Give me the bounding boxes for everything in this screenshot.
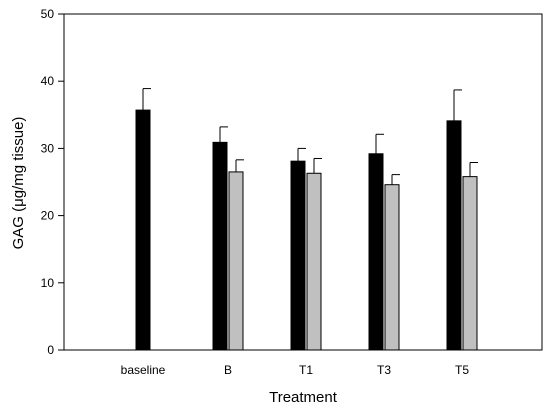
bar bbox=[290, 160, 306, 351]
bar bbox=[384, 184, 400, 351]
bar bbox=[135, 109, 151, 351]
y-tick-label: 50 bbox=[41, 7, 55, 21]
x-tick-label: T5 bbox=[455, 363, 469, 377]
bar bbox=[446, 120, 462, 351]
bar bbox=[212, 141, 228, 351]
bar bbox=[462, 176, 478, 351]
y-axis-label: GAG (μg/mg tissue) bbox=[10, 117, 27, 250]
y-tick-label: 30 bbox=[41, 141, 55, 155]
bar bbox=[306, 172, 322, 351]
x-axis-label: Treatment bbox=[269, 389, 338, 406]
bars bbox=[135, 88, 478, 351]
bar bbox=[228, 171, 244, 351]
bar bbox=[368, 153, 384, 351]
y-tick-label: 20 bbox=[41, 209, 55, 223]
x-tick-label: baseline bbox=[121, 363, 166, 377]
y-tick-label: 10 bbox=[41, 276, 55, 290]
x-axis: baseline B T1 T3 T5 bbox=[121, 363, 470, 377]
y-tick-label: 40 bbox=[41, 74, 55, 88]
x-tick-label: B bbox=[224, 363, 232, 377]
x-tick-label: T1 bbox=[299, 363, 313, 377]
x-tick-label: T3 bbox=[377, 363, 391, 377]
y-axis: 0 10 20 30 40 50 bbox=[41, 7, 64, 357]
y-tick-label: 0 bbox=[47, 343, 54, 357]
